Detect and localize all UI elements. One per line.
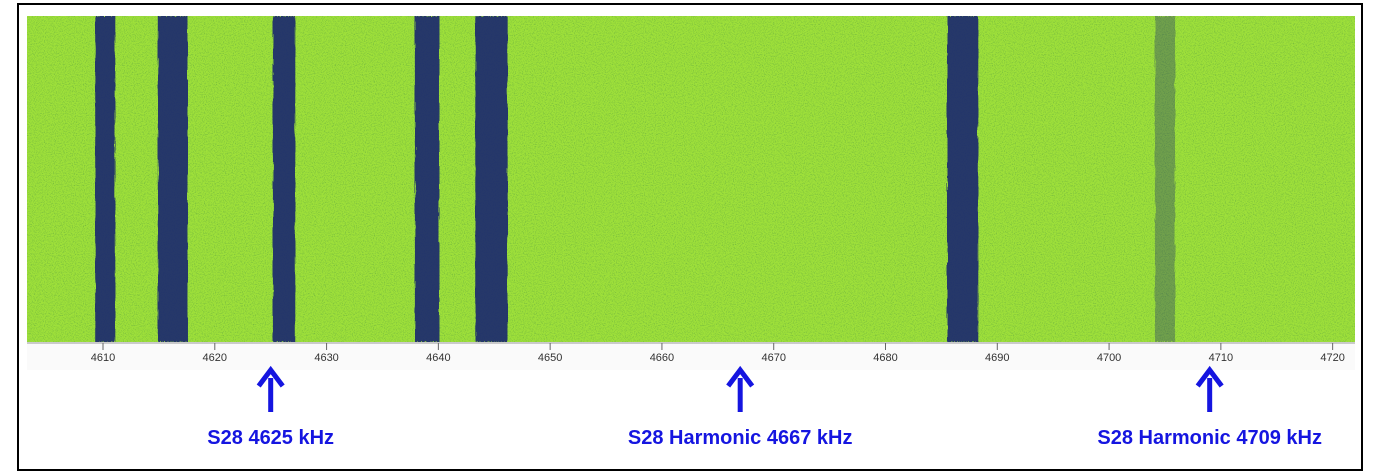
- x-tick-label: 4640: [426, 352, 450, 364]
- signal-band: [272, 16, 296, 342]
- annotation: S28 Harmonic 4667 kHz: [628, 427, 853, 449]
- x-tick-label: 4630: [314, 352, 338, 364]
- x-tick-label: 4670: [761, 352, 785, 364]
- arrow-head: [256, 365, 285, 388]
- signal-band: [475, 16, 508, 342]
- noise: [27, 16, 1355, 342]
- x-tick-label: 4610: [91, 352, 115, 364]
- x-tick-label: 4720: [1320, 352, 1344, 364]
- x-tick-label: 4690: [985, 352, 1009, 364]
- x-tick-label: 4660: [650, 352, 674, 364]
- x-tick-label: 4700: [1097, 352, 1121, 364]
- x-tick-label: 4710: [1209, 352, 1233, 364]
- signal-band: [157, 16, 188, 342]
- axis-band: [27, 342, 1355, 370]
- signal-band: [95, 16, 116, 342]
- arrow-head: [726, 365, 755, 388]
- annotation: S28 Harmonic 4709 kHz: [1097, 427, 1322, 449]
- x-tick-label: 4680: [873, 352, 897, 364]
- signal-band: [1154, 16, 1176, 342]
- x-tick-label: 4620: [203, 352, 227, 364]
- arrow-head: [1195, 365, 1224, 388]
- x-tick-label: 4650: [538, 352, 562, 364]
- signal-band: [414, 16, 440, 342]
- signal-band: [946, 16, 979, 342]
- annotation: S28 4625 kHz: [207, 427, 334, 449]
